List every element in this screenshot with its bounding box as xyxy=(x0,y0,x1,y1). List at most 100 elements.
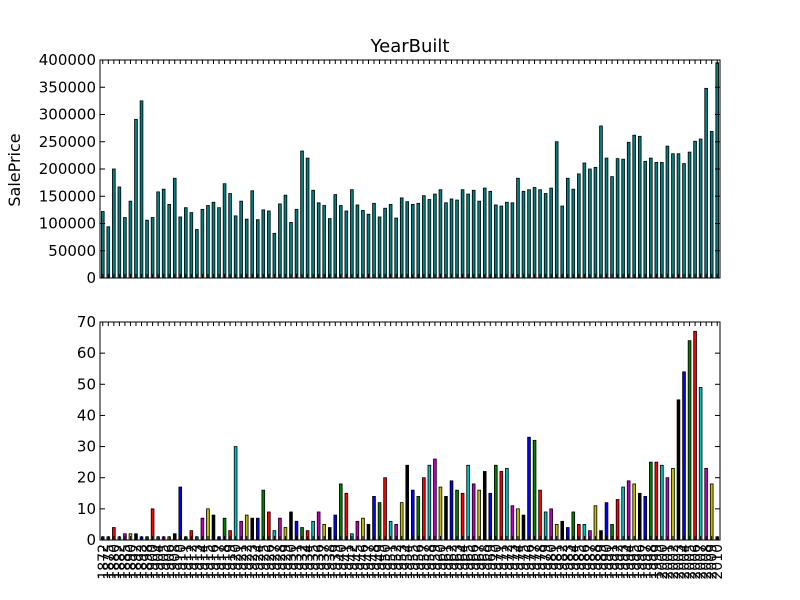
bar-1963 xyxy=(455,199,459,279)
bar-1954 xyxy=(405,201,410,279)
year-label-1872: 1872 xyxy=(96,544,112,580)
bar-1925 xyxy=(261,489,266,541)
year-label-1956: 1956 xyxy=(411,544,427,580)
bar-1918 xyxy=(222,183,227,279)
bar-1919 xyxy=(228,193,232,279)
bar-1910 xyxy=(178,486,183,541)
y-tick-label: 50000 xyxy=(48,242,96,260)
bar-1971 xyxy=(499,205,504,279)
year-label-1992: 1992 xyxy=(611,544,627,580)
bar-1966 xyxy=(471,483,476,541)
bar-1885 xyxy=(123,217,127,279)
year-label-1993: 1993 xyxy=(616,544,632,580)
bar-1993 xyxy=(621,486,625,541)
bar-1975 xyxy=(521,190,526,279)
bar-2007 xyxy=(698,386,703,541)
y-tick-label: 60 xyxy=(77,344,96,362)
bar-1950 xyxy=(383,477,387,541)
year-label-1926: 1926 xyxy=(262,544,278,580)
year-label-1930: 1930 xyxy=(284,544,300,580)
year-label-1972: 1972 xyxy=(500,544,516,580)
bar-1960 xyxy=(438,486,443,541)
bar-1957 xyxy=(422,195,426,279)
bar-1988 xyxy=(593,505,598,541)
bar-1942 xyxy=(350,189,354,279)
bar-1972 xyxy=(505,467,509,541)
year-label-1935: 1935 xyxy=(306,544,322,580)
bar-1964 xyxy=(460,492,465,541)
bar-1966 xyxy=(471,189,476,279)
bar-1967 xyxy=(477,200,481,279)
bar-1984 xyxy=(571,188,576,279)
year-label-1940: 1940 xyxy=(334,544,350,580)
bar-2003 xyxy=(676,153,681,279)
year-label-1923: 1923 xyxy=(245,544,261,580)
saleprice-chart: YearBuilt SalePrice 0 50000 100000 150000 20… xyxy=(5,36,721,287)
year-label-1906: 1906 xyxy=(162,544,178,580)
bar-1892 xyxy=(134,119,138,279)
bar-1999 xyxy=(654,461,659,541)
year-label-2003: 2003 xyxy=(671,544,687,580)
year-label-1920: 1920 xyxy=(229,544,245,580)
y-tick-label: 40 xyxy=(77,406,96,424)
bar-1970 xyxy=(494,464,498,541)
year-label-1938: 1938 xyxy=(323,544,339,580)
year-label-1921: 1921 xyxy=(234,544,250,580)
year-label-1978: 1978 xyxy=(533,544,549,580)
bar-1962 xyxy=(449,198,454,279)
year-label-2000: 2000 xyxy=(655,544,671,580)
bar-1995 xyxy=(632,483,636,541)
year-label-1968: 1968 xyxy=(478,544,494,580)
y-tick-label: 30 xyxy=(77,438,96,456)
bar-1970 xyxy=(494,204,498,279)
bar-1900 xyxy=(150,217,155,279)
bar-1947 xyxy=(366,213,371,279)
year-label-2002: 2002 xyxy=(666,544,682,580)
count-chart: 0 10 20 30 40 50 60 70 187218751880188218851890… xyxy=(77,313,726,580)
bar-1995 xyxy=(632,134,636,279)
year-label-1939: 1939 xyxy=(328,544,344,580)
bar-1935 xyxy=(311,189,315,279)
year-label-1919: 1919 xyxy=(223,544,239,580)
bar-1981 xyxy=(554,141,559,279)
saleprice-y-ticks: 0 50000 100000 150000 200000 250000 300000 3500… xyxy=(39,51,720,287)
year-label-2008: 2008 xyxy=(699,544,715,580)
y-tick-label: 10 xyxy=(77,500,96,518)
bar-1939 xyxy=(333,194,338,279)
year-label-1973: 1973 xyxy=(505,544,521,580)
year-label-1958: 1958 xyxy=(422,544,438,580)
bar-1996 xyxy=(637,492,642,541)
year-label-1934: 1934 xyxy=(301,544,317,580)
bar-2005 xyxy=(687,151,692,279)
y-tick-label: 400000 xyxy=(39,51,96,69)
year-label-2004: 2004 xyxy=(677,544,693,580)
year-label-1954: 1954 xyxy=(400,544,416,580)
bar-1961 xyxy=(444,202,448,279)
bar-1936 xyxy=(316,511,321,541)
year-label-1957: 1957 xyxy=(417,544,433,580)
bar-1994 xyxy=(626,141,631,279)
bar-2001 xyxy=(665,145,670,279)
bar-1880 xyxy=(112,168,116,279)
bar-2002 xyxy=(671,153,675,279)
bar-2005 xyxy=(687,340,692,541)
year-label-1941: 1941 xyxy=(339,544,355,580)
bar-1941 xyxy=(344,492,349,541)
bar-1923 xyxy=(250,190,255,279)
bar-1958 xyxy=(427,199,432,279)
bar-1978 xyxy=(538,189,542,279)
bar-2008 xyxy=(704,87,708,279)
year-label-1915: 1915 xyxy=(201,544,217,580)
bar-2003 xyxy=(676,399,681,541)
year-label-1982: 1982 xyxy=(555,544,571,580)
bar-1922 xyxy=(244,218,249,279)
bar-1956 xyxy=(416,202,421,279)
bar-1921 xyxy=(239,200,243,279)
bar-1992 xyxy=(615,158,620,279)
year-label-2010: 2010 xyxy=(710,544,726,580)
bar-1917 xyxy=(217,207,221,279)
bar-1980 xyxy=(549,187,553,279)
bar-2007 xyxy=(698,138,703,279)
bar-1954 xyxy=(405,464,410,541)
bar-1927 xyxy=(272,232,277,279)
